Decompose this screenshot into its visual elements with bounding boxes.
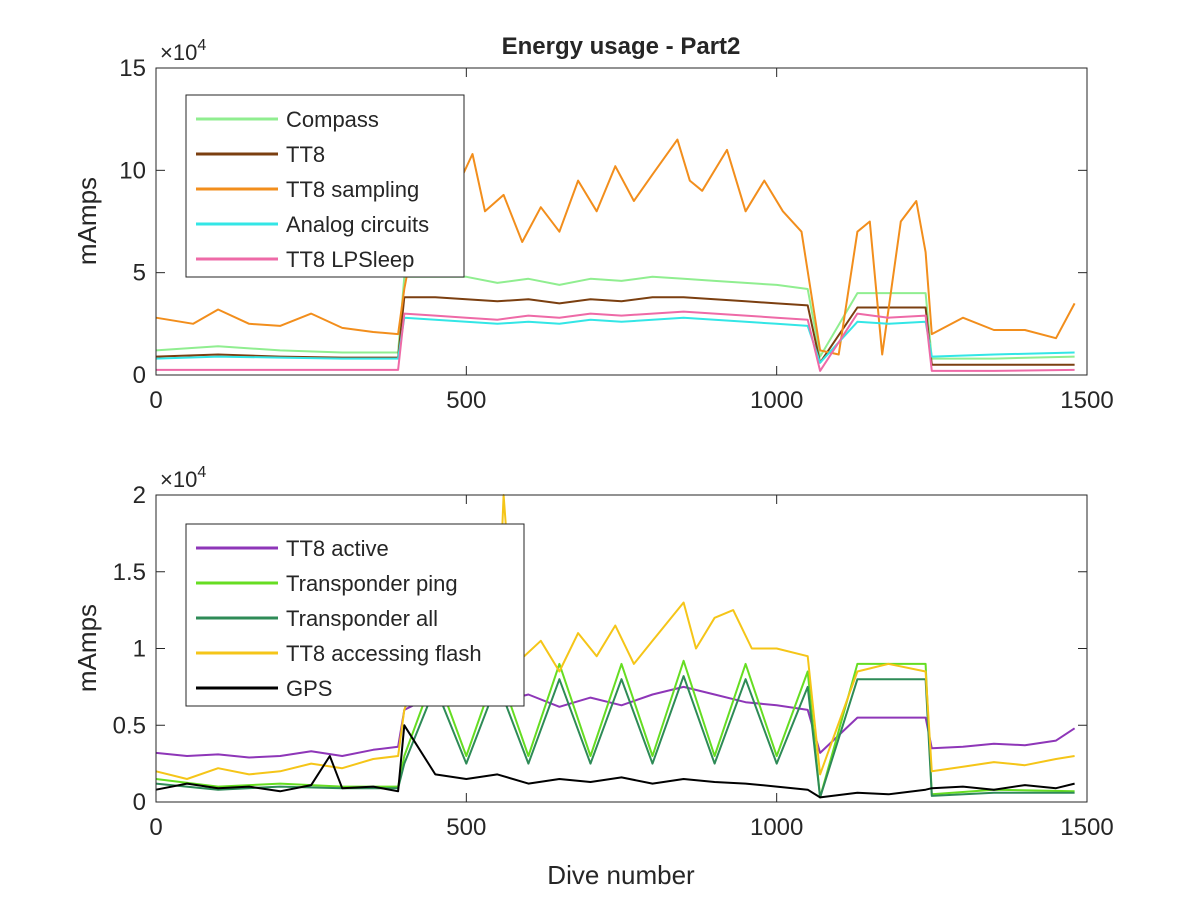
bottom-y-tick-label: 1.5 [113,559,146,586]
legend-label-tt8-active: TT8 active [286,536,389,561]
bottom-series-group [155,494,1076,799]
legend-label-compass: Compass [286,107,379,132]
bottom-y-axis-label: mAmps [72,604,102,692]
top-legend-items: Compass TT8 TT8 sampling Analog circuits TT8… [196,107,429,272]
legend-label-tt8-accessing-flash: TT8 accessing flash [286,641,482,666]
top-legend-box [185,94,465,278]
series-line-tt8-accessing-flash [155,494,1075,780]
top-y-tick-label: 10 [119,157,146,184]
bottom-y-tick-label: 0.5 [113,712,146,739]
bottom-x-tick-label: 1500 [1060,814,1113,841]
top-axis-ticks: 0 500 1000 1500 0 5 10 15 [119,55,1113,414]
bottom-axes-box [155,494,1088,803]
bottom-legend-items: TT8 active Transponder ping Transponder al… [196,536,482,701]
top-y-multiplier-exponent: 4 [197,37,206,54]
legend-label-transponder-ping: Transponder ping [286,571,458,596]
top-series-group [155,138,1076,372]
bottom-x-tick-label: 500 [446,814,486,841]
legend-label-analog-circuits: Analog circuits [286,212,429,237]
bottom-legend: TT8 active Transponder ping Transponder al… [185,523,525,707]
bottom-y-multiplier: ×104 [160,464,206,492]
top-x-tick-label: 1500 [1060,387,1113,414]
bottom-chart: ×104 mAmps Dive number 0 500 1000 1500 0 0.5 1… [72,464,1114,890]
bottom-x-axis-label: Dive number [547,860,695,890]
bottom-legend-box [185,523,525,707]
legend-label-tt8-lpsleep: TT8 LPSleep [286,247,414,272]
bottom-axis-ticks: 0 500 1000 1500 0 0.5 1 1.5 2 [113,482,1114,841]
top-y-axis-label: mAmps [72,177,102,265]
series-line-tt8-sampling [155,138,1076,356]
legend-label-tt8-sampling: TT8 sampling [286,177,419,202]
top-legend: Compass TT8 TT8 sampling Analog circuits TT8… [185,94,465,278]
legend-label-gps: GPS [286,676,332,701]
bottom-y-tick-label: 2 [133,482,146,509]
top-y-multiplier-base: ×10 [160,40,197,65]
bottom-y-multiplier-exponent: 4 [197,464,206,481]
series-line-tt8-lpsleep [156,310,1075,372]
top-x-tick-label: 1000 [750,387,803,414]
series-line-gps [155,724,1075,799]
bottom-y-tick-label: 1 [133,636,146,663]
top-y-multiplier: ×104 [160,37,206,65]
bottom-y-multiplier-base: ×10 [160,467,197,492]
top-chart-title: Energy usage - Part2 [502,33,741,60]
top-y-tick-label: 15 [119,55,146,82]
top-y-tick-label: 0 [133,362,146,389]
top-axes-box [155,67,1088,376]
top-y-tick-label: 5 [133,260,146,287]
bottom-x-tick-label: 0 [149,814,162,841]
legend-label-transponder-all: Transponder all [286,606,438,631]
bottom-x-tick-label: 1000 [750,814,803,841]
top-x-tick-label: 500 [446,387,486,414]
top-chart: Energy usage - Part2 ×104 mAmps 0 500 1000… [72,33,1114,414]
top-x-tick-label: 0 [149,387,162,414]
legend-label-tt8: TT8 [286,142,325,167]
bottom-y-tick-label: 0 [133,789,146,816]
